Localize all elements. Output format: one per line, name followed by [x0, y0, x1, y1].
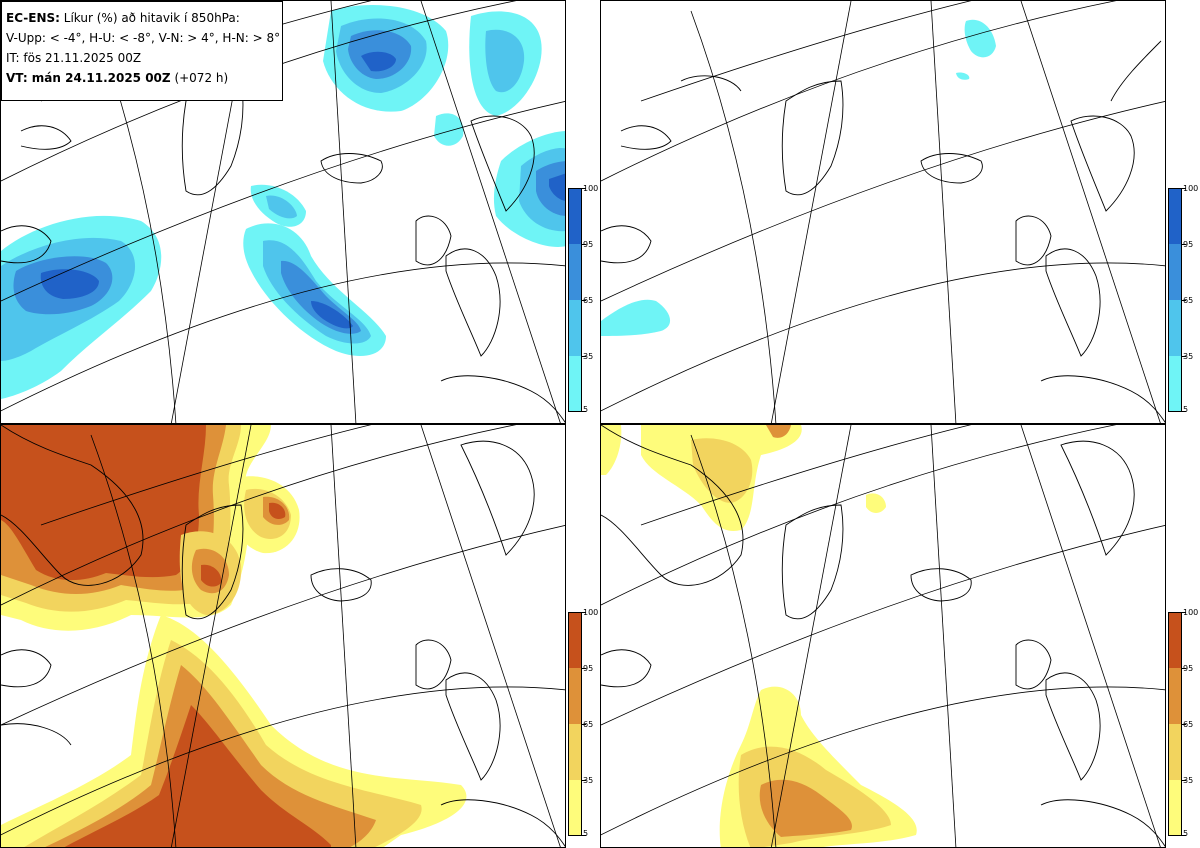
colorbar-label: 35	[583, 776, 594, 785]
colorbar-label: 95	[1183, 240, 1194, 249]
colorbar-label: 95	[583, 240, 594, 249]
graticule	[601, 425, 1165, 847]
title-box: EC-ENS: Líkur (%) að hitavik í 850hPa: V…	[1, 1, 283, 101]
colorbar-warm-left: 100 95 65 35 5	[568, 608, 602, 838]
initial-time: IT: fös 21.11.2025 00Z	[6, 51, 142, 65]
colorbar-label: 65	[1183, 296, 1194, 305]
model-label: EC-ENS:	[6, 11, 60, 25]
probability-fields	[1, 5, 565, 399]
colorbar-label: 5	[1183, 829, 1189, 838]
colorbar-warm-right: 100 95 65 35 5	[1168, 608, 1200, 838]
colorbar-cold-left: 100 95 65 35 5	[568, 184, 602, 414]
coastlines	[601, 40, 1165, 423]
colorbar-label: 100	[1183, 184, 1199, 193]
colorbar-cold-right: 100 95 65 35 5	[1168, 184, 1200, 414]
colorbar-label: 65	[1183, 720, 1194, 729]
valid-time: VT: mán 24.11.2025 00Z	[6, 71, 171, 85]
colorbar-label: 35	[1183, 352, 1194, 361]
map-canvas	[601, 425, 1165, 847]
lead-time: (+072 h)	[174, 71, 229, 85]
graticule	[1, 425, 565, 847]
colorbar-label: 65	[583, 296, 594, 305]
colorbar-label: 95	[1183, 664, 1194, 673]
colorbar-label: 95	[583, 664, 594, 673]
graticule	[601, 1, 1165, 423]
probability-fields	[1, 425, 467, 847]
map-canvas	[601, 1, 1165, 423]
map-panel-cold-8	[600, 0, 1166, 424]
map-canvas	[1, 425, 565, 847]
map-canvas	[1, 1, 565, 423]
probability-fields	[601, 19, 996, 336]
coastlines	[601, 425, 1165, 847]
colorbar-label: 65	[583, 720, 594, 729]
threshold-text: V-Upp: < -4°, H-U: < -8°, V-N: > 4°, H-N…	[6, 31, 281, 45]
map-description: Líkur (%) að hitavik í 850hPa:	[63, 11, 240, 25]
colorbar-label: 100	[1183, 608, 1199, 617]
colorbar-label: 5	[583, 405, 589, 414]
colorbar-label: 100	[583, 608, 599, 617]
map-panel-cold-4: EC-ENS: Líkur (%) að hitavik í 850hPa: V…	[0, 0, 566, 424]
coastlines	[1, 425, 565, 847]
colorbar-label: 35	[1183, 776, 1194, 785]
colorbar-label: 35	[583, 352, 594, 361]
probability-fields	[601, 425, 917, 847]
map-panel-warm-4	[0, 424, 566, 848]
map-panel-warm-8	[600, 424, 1166, 848]
colorbar-label: 100	[583, 184, 599, 193]
colorbar-label: 5	[583, 829, 589, 838]
colorbar-label: 5	[1183, 405, 1189, 414]
